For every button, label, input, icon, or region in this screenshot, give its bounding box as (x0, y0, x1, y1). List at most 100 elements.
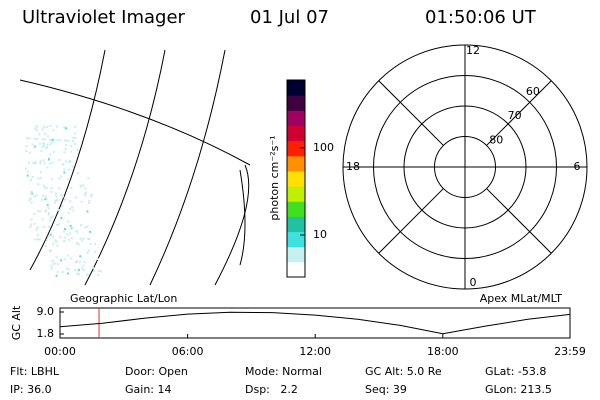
aurora-pixel (43, 144, 45, 147)
info-field: Seq: 39 (365, 383, 407, 396)
colorbar-segment (287, 261, 305, 278)
aurora-pixel (46, 204, 49, 207)
aurora-pixel (39, 176, 42, 179)
aurora-pixel (71, 227, 74, 229)
aurora-pixel (55, 274, 58, 277)
colorbar-segment (287, 80, 305, 96)
aurora-pixel (76, 148, 79, 151)
polar-spoke (486, 188, 552, 254)
aurora-pixel (30, 201, 33, 204)
map-edge (239, 169, 246, 266)
aurora-pixel (37, 238, 40, 241)
aurora-pixel (39, 210, 42, 213)
aurora-pixel (69, 208, 72, 211)
aurora-pixel (68, 238, 70, 241)
aurora-pixel (45, 147, 48, 150)
aurora-pixel (25, 150, 28, 153)
aurora-pixel (62, 230, 65, 233)
colorbar-segment (287, 216, 305, 233)
aurora-pixel (59, 139, 62, 142)
info-panel: Flt: LBHL Door: Open Mode: Normal GC Alt: 5… (10, 365, 552, 396)
aurora-pixel (92, 266, 94, 269)
aurora-pixel (89, 195, 92, 198)
aurora-pixel (82, 237, 85, 240)
aurora-pixel (49, 125, 52, 127)
colorbar-segment (287, 140, 305, 157)
aurora-pixel (68, 159, 71, 162)
colorbar-segment (287, 155, 305, 172)
info-field: GLon: 213.5 (485, 383, 552, 396)
longitude-line (84, 49, 166, 286)
aurora-pixel (70, 145, 73, 147)
aurora-pixel (35, 129, 38, 131)
aurora-pixel (86, 225, 89, 228)
aurora-pixel (36, 125, 39, 128)
aurora-pixel (64, 139, 67, 142)
colorbar-segment (287, 246, 305, 263)
aurora-pixel (44, 132, 47, 135)
aurora-pixel (46, 126, 48, 129)
aurora-pixel (28, 137, 31, 140)
aurora-pixel (51, 138, 54, 141)
y-tick-label: 1.8 (37, 327, 55, 340)
altitude-plot: Geographic Lat/Lon Apex MLat/MLT GC Alt 1.8… (10, 292, 586, 358)
aurora-pixel (69, 200, 72, 203)
aurora-pixel (54, 192, 57, 195)
aurora-pixel (87, 202, 90, 204)
aurora-pixel (49, 249, 52, 252)
aurora-pixel (71, 136, 74, 139)
aurora-pixel (51, 215, 54, 218)
aurora-pixel (36, 226, 39, 229)
aurora-pixel (51, 235, 54, 238)
colorbar-label: photon cm⁻²s⁻¹ (268, 135, 281, 220)
aurora-pixel (56, 139, 59, 142)
aurora-pixel (56, 199, 58, 202)
aurora-pixel (61, 271, 64, 274)
colorbar-segment (287, 170, 305, 187)
aurora-pixel (32, 161, 35, 164)
aurora-pixel (30, 178, 32, 181)
aurora-pixel (29, 223, 32, 226)
aurora-pixel (91, 193, 94, 196)
aurora-pixel (66, 272, 69, 275)
aurora-pixel (52, 150, 55, 153)
date: 01 Jul 07 (250, 7, 329, 28)
aurora-pixel (59, 236, 62, 239)
instrument-title: Ultraviolet Imager (22, 7, 186, 28)
aurora-pixel (60, 217, 63, 220)
aurora-pixel (67, 268, 70, 271)
colorbar: 10 100 photon cm⁻²s⁻¹ (268, 79, 334, 278)
aurora-pixel (67, 211, 70, 214)
latitude-ring (373, 75, 557, 259)
x-tick-label: 06:00 (172, 345, 204, 358)
longitude-line (214, 164, 250, 286)
aurora-pixel (66, 233, 69, 236)
aurora-pixel (49, 162, 52, 165)
aurora-pixel (68, 168, 71, 171)
aurora-pixel (37, 210, 40, 212)
aurora-pixel (99, 270, 102, 273)
colorbar-segment (287, 125, 305, 142)
mlt-label: 12 (466, 44, 480, 57)
right-label: Apex MLat/MLT (480, 292, 563, 305)
aurora-pixel (42, 194, 45, 197)
info-field: GLat: -53.8 (485, 365, 546, 378)
aurora-pixel (33, 222, 36, 225)
aurora-pixel (41, 138, 44, 141)
aurora-pixel (56, 224, 59, 227)
aurora-pixel (48, 157, 51, 160)
aurora-pixel (43, 225, 46, 228)
aurora-pixel (81, 267, 84, 270)
aurora-pixel (46, 143, 49, 146)
latitude-ring (434, 136, 496, 198)
aurora-pixel (52, 129, 55, 132)
aurora-pixel (44, 198, 47, 201)
latitude-line (19, 79, 251, 166)
aurora-pixel (50, 187, 53, 190)
aurora-pixel (64, 160, 67, 163)
aurora-pixel (76, 272, 79, 275)
aurora-pixel (51, 260, 54, 262)
aurora-pixel (84, 191, 87, 194)
aurora-pixel (63, 240, 66, 242)
y-tick-label: 9.0 (37, 305, 55, 318)
